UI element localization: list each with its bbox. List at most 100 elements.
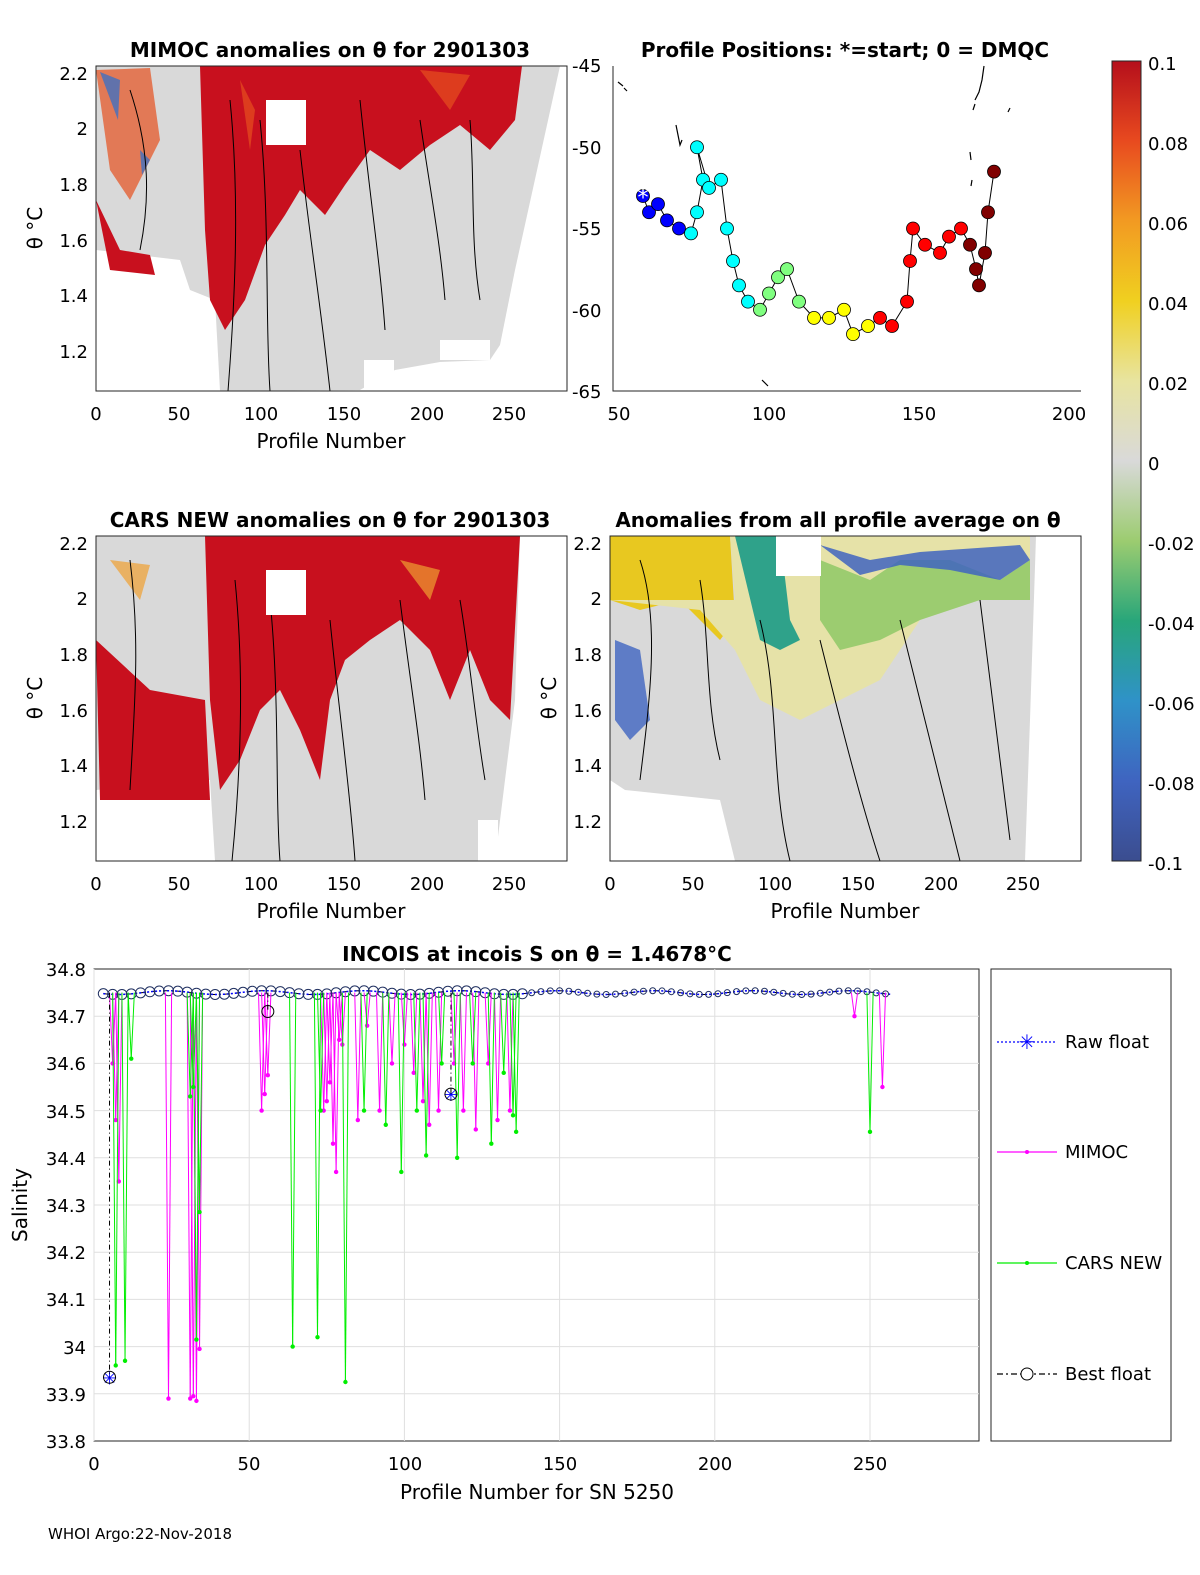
mimoc-point — [389, 1061, 395, 1066]
baseline-marker — [677, 989, 685, 997]
series-segment — [400, 992, 405, 1172]
incois-xtick: 250 — [853, 1454, 887, 1475]
cars-point — [129, 1056, 134, 1061]
allavg-title: Anomalies from all profile average on θ — [615, 508, 1060, 532]
cars-xtick: 150 — [327, 874, 361, 895]
mimoc-point — [355, 1117, 361, 1123]
series-segment — [186, 992, 191, 1399]
series-segment — [164, 992, 169, 1399]
mimoc-xtick: 50 — [168, 404, 191, 425]
series-segment — [512, 992, 517, 1132]
series-segment — [292, 992, 297, 1347]
track-point — [885, 319, 899, 333]
colorbar-tick: 0.04 — [1148, 294, 1188, 315]
series-segment — [450, 992, 455, 1064]
track-line — [642, 147, 995, 335]
mimoc-point — [327, 1080, 333, 1085]
colorbar-gradient — [1111, 60, 1142, 862]
legend-item-best: Best float — [997, 1364, 1151, 1385]
legend-label-cars: CARS NEW — [1065, 1253, 1162, 1274]
mimoc-xtick: 250 — [492, 404, 526, 425]
positions-xtick: 50 — [608, 404, 631, 425]
series-segment — [438, 992, 443, 1064]
baseline-marker — [135, 987, 147, 999]
series-segment — [487, 992, 492, 1144]
legend-item-mimoc: MIMOC — [997, 1142, 1128, 1163]
incois-ytick: 34.1 — [46, 1290, 86, 1311]
series-segment — [186, 992, 191, 1097]
series-segment — [425, 992, 430, 1156]
series-segment — [878, 992, 883, 1088]
cars-xticks: 0 50 100 150 200 250 — [90, 874, 526, 895]
series-segment — [413, 992, 418, 1111]
mimoc-heatmap — [96, 66, 567, 391]
mimoc-ytick: 1.6 — [59, 231, 88, 252]
series-segment — [428, 992, 433, 1125]
baseline-marker — [835, 987, 843, 995]
series-segment — [289, 992, 294, 1347]
series-segment — [127, 992, 132, 1059]
best-float-point — [103, 1370, 117, 1384]
track-point — [822, 310, 836, 325]
mimoc-point — [364, 1023, 370, 1028]
series-segment — [192, 992, 197, 1340]
footer-credit: WHOI Argo:22-Nov-2018 — [48, 1525, 232, 1543]
series-segment — [189, 992, 194, 1397]
mimoc-xtick: 100 — [244, 404, 278, 425]
series-segment — [490, 992, 495, 1144]
series-segment — [475, 992, 480, 1130]
mimoc-point — [166, 1396, 171, 1401]
mimoc-point — [461, 1108, 466, 1113]
mimoc-ytick: 1.4 — [59, 286, 88, 307]
allavg-ylabel: θ °C — [537, 677, 561, 720]
baseline-marker — [556, 987, 564, 995]
cars-point — [423, 1153, 429, 1158]
incois-ytick: 34.2 — [46, 1243, 86, 1264]
track-point — [969, 262, 983, 277]
baseline-marker — [209, 988, 221, 1000]
series-segment — [515, 992, 520, 1132]
cars-ytick: 1.4 — [59, 756, 88, 777]
cars-point — [194, 1337, 199, 1342]
track-point — [978, 245, 992, 260]
baseline-marker — [528, 989, 536, 997]
colorbar-tick: -0.04 — [1148, 614, 1195, 635]
series-segment — [189, 992, 194, 1088]
cars-point — [383, 1122, 388, 1127]
allavg-ytick: 1.8 — [573, 645, 602, 666]
series-segment — [115, 992, 120, 1366]
mimoc-title: MIMOC anomalies on θ for 2901303 — [130, 38, 530, 62]
track-point — [741, 294, 755, 309]
baseline-marker — [807, 990, 815, 998]
baseline-marker — [723, 989, 731, 997]
series-segment — [866, 992, 871, 1132]
mimoc-xlabel: Profile Number — [257, 429, 407, 453]
raw-float-point: ✳ — [102, 1368, 117, 1389]
mimoc-point — [259, 1108, 264, 1113]
track-point — [642, 205, 656, 220]
coastline — [617, 65, 1011, 387]
cars-point — [510, 1113, 516, 1118]
baseline-marker — [293, 988, 305, 1000]
mimoc-point — [377, 1108, 382, 1113]
cars-ytick: 2.2 — [59, 534, 88, 555]
allavg-panel: 0 50 100 150 200 250 2.2 2 1.8 1.6 1.4 1… — [537, 508, 1082, 923]
series-segment — [434, 992, 440, 1111]
cars-point — [414, 1108, 420, 1113]
positions-panel: -45 -50 -55 -60 -65 50 100 150 200 * Pro… — [572, 38, 1086, 425]
track-point — [837, 302, 851, 317]
baseline-marker — [602, 990, 610, 998]
series-segment — [335, 992, 340, 1040]
baseline-marker — [798, 990, 806, 998]
baseline-marker — [584, 989, 592, 997]
series-segment — [509, 992, 514, 1116]
series-segment — [853, 992, 859, 1017]
mimoc-point — [194, 1398, 199, 1404]
mimoc-point — [191, 1393, 196, 1399]
mimoc-xtick: 200 — [410, 404, 444, 425]
colorbar-tick: -0.08 — [1148, 774, 1195, 795]
series-segment — [382, 992, 387, 1125]
mimoc-ytick: 1.8 — [59, 175, 88, 196]
positions-yticks: -45 -50 -55 -60 -65 — [572, 56, 601, 403]
legend-item-raw: ✳ Raw float — [997, 1030, 1149, 1054]
